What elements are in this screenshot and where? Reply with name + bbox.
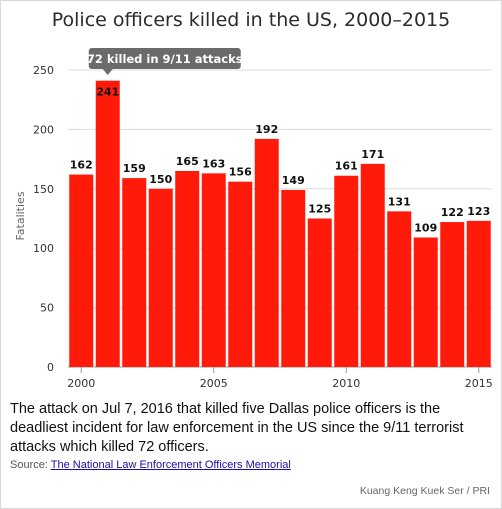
data-label: 162: [70, 159, 93, 172]
x-tick-label: 2015: [465, 377, 493, 390]
data-label: 122: [441, 206, 464, 219]
bar: [122, 178, 147, 367]
x-axis-ticks: 2000 2005 2010 2015: [67, 367, 493, 390]
data-label: 131: [388, 195, 411, 208]
y-axis-ticks: 0 50 100 150 200 250: [33, 64, 54, 374]
y-tick-label: 150: [33, 183, 54, 196]
source-line: Source: The National Law Enforcement Off…: [10, 459, 291, 471]
y-tick-label: 100: [33, 242, 54, 255]
data-label: 149: [282, 174, 305, 187]
bar: [334, 175, 359, 367]
data-label: 192: [255, 123, 278, 136]
bar: [413, 237, 438, 367]
chart-credit: Kuang Keng Kuek Ser / PRI: [359, 485, 490, 497]
data-label: 125: [308, 203, 331, 216]
y-tick-label: 200: [33, 123, 54, 136]
annotation-911: 72 killed in 9/11 attacks: [87, 48, 243, 75]
bar: [148, 188, 173, 367]
data-label: 163: [202, 157, 225, 170]
data-label: 150: [149, 173, 172, 186]
bar: [254, 138, 279, 367]
bar: [440, 222, 465, 367]
bar: [69, 174, 94, 367]
bar: [307, 218, 332, 367]
bar: [228, 181, 253, 367]
chart-title: Police officers killed in the US, 2000–2…: [51, 9, 451, 31]
annotation-text: 72 killed in 9/11 attacks: [87, 52, 243, 66]
bar: [175, 170, 200, 367]
chart-caption: The attack on Jul 7, 2016 that killed fi…: [10, 401, 464, 455]
data-label: 159: [123, 162, 146, 175]
data-label: 156: [229, 166, 252, 179]
bar: [95, 80, 120, 367]
bars: [69, 80, 491, 367]
x-tick-label: 2010: [332, 377, 360, 390]
y-axis-label: Fatalities: [14, 191, 27, 240]
data-label: 161: [335, 160, 358, 173]
data-label: 171: [361, 148, 384, 161]
source-link[interactable]: The National Law Enforcement Officers Me…: [50, 459, 291, 471]
bar: [466, 220, 491, 367]
y-tick-label: 0: [47, 361, 54, 374]
bar: [201, 173, 226, 367]
bar: [281, 189, 306, 367]
x-tick-label: 2000: [67, 377, 95, 390]
y-tick-label: 50: [40, 302, 54, 315]
source-label: Source:: [10, 459, 51, 471]
annotation-box: [88, 48, 241, 69]
data-label: 241: [96, 86, 119, 99]
x-tick-label: 2005: [200, 377, 228, 390]
bar: [387, 211, 412, 367]
data-label: 165: [176, 155, 199, 168]
annotation-pointer: [102, 69, 113, 75]
y-tick-label: 250: [33, 64, 54, 77]
data-label: 109: [414, 222, 437, 235]
bar: [360, 163, 385, 367]
data-label: 123: [467, 205, 490, 218]
